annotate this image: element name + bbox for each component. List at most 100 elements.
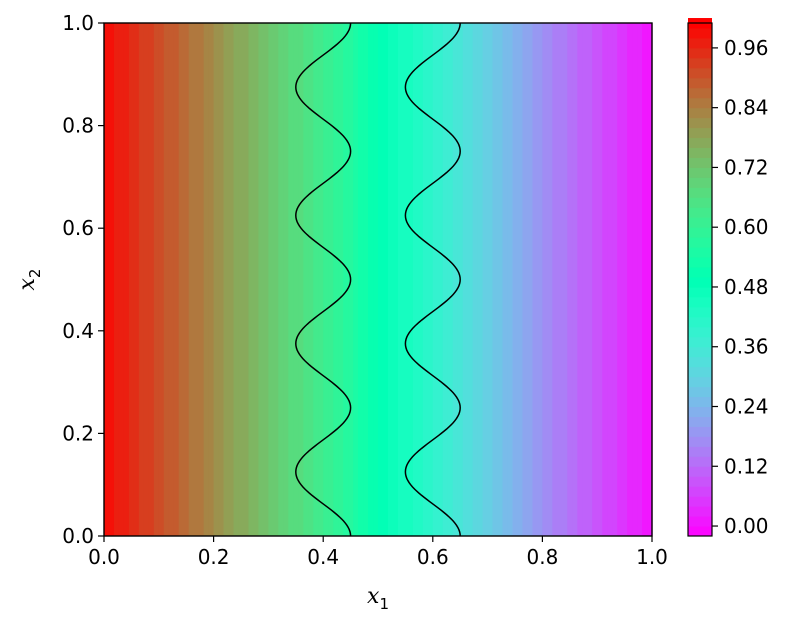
contour-band — [158, 23, 165, 536]
contour-band — [417, 23, 424, 536]
contour-band — [562, 23, 568, 536]
contour-band — [547, 23, 553, 536]
contour-band — [303, 23, 309, 536]
contour-band — [437, 23, 444, 536]
contour-band — [198, 23, 205, 536]
colorbar-tick-label: 0.84 — [724, 96, 769, 120]
contour-band — [492, 23, 499, 536]
contour-band — [442, 23, 449, 536]
x-tick-label: 0.2 — [198, 545, 230, 569]
contour-band — [472, 23, 479, 536]
contour-band — [228, 23, 235, 536]
boundary-curve-2 — [404, 22, 461, 537]
colorbar-tick-label: 0.60 — [724, 215, 769, 239]
contour-band — [537, 23, 543, 536]
colorbar-ticks: 0.00 0.12 0.24 0.36 0.48 0.60 0.72 0.84 0.96 — [712, 36, 769, 538]
contour-band — [412, 23, 419, 536]
contour-band — [467, 23, 474, 536]
contour-band — [308, 23, 314, 536]
contour-band — [567, 23, 573, 536]
contour-band — [358, 23, 364, 536]
y-tick-label: 0.8 — [62, 114, 94, 138]
colorbar-level — [688, 306, 712, 318]
contour-band — [273, 23, 279, 536]
contour-band — [163, 23, 170, 536]
contour-band — [612, 23, 618, 536]
x-axis: 0.0 0.2 0.4 0.6 0.8 1.0 — [88, 536, 668, 569]
colorbar-level — [688, 326, 712, 338]
colorbar-level — [688, 67, 712, 79]
contour-band — [397, 23, 404, 536]
contour-band — [108, 23, 115, 536]
contour-band — [218, 23, 225, 536]
y-tick-label: 0.4 — [62, 319, 94, 343]
contour-band — [253, 23, 260, 536]
contour-band — [387, 23, 394, 536]
contour-band — [258, 23, 265, 536]
colorbar-level — [688, 526, 712, 537]
colorbar-frame — [687, 22, 713, 537]
contour-band — [557, 23, 563, 536]
colorbar-level — [688, 436, 712, 447]
y-axis: 0.0 0.2 0.4 0.6 0.8 1.0 — [62, 11, 104, 548]
contour-band — [283, 23, 289, 536]
contour-band — [138, 23, 145, 536]
contour-band — [178, 23, 185, 536]
contour-band — [637, 23, 643, 536]
x-tick-label: 0.6 — [417, 545, 449, 569]
contour-band — [378, 23, 384, 536]
colorbar-level — [688, 157, 712, 168]
colorbar-level — [688, 87, 712, 99]
contour-band — [597, 23, 603, 536]
colorbar-level — [688, 486, 712, 497]
colorbar-level — [688, 257, 712, 268]
contour-band — [203, 23, 210, 536]
contour-band — [522, 23, 529, 536]
contour-band — [208, 23, 215, 536]
contour-band — [592, 23, 598, 536]
contour-band — [527, 23, 534, 536]
contour-band — [313, 23, 319, 536]
contour-band — [632, 23, 638, 536]
colorbar-level — [688, 27, 712, 39]
contour-band — [452, 23, 459, 536]
contour-band — [248, 23, 255, 536]
x-tick-label: 1.0 — [636, 545, 668, 569]
contour-band — [133, 23, 140, 536]
boundary-curves — [295, 22, 461, 537]
colorbar-level — [688, 366, 712, 378]
boundary-curve-1 — [295, 22, 352, 537]
contour-band — [323, 23, 329, 536]
colorbar-tick-label: 0.00 — [724, 514, 769, 538]
contour-band — [293, 23, 299, 536]
colorbar-level — [688, 286, 712, 298]
colorbar-level — [688, 267, 712, 278]
colorbar — [687, 18, 713, 537]
contour-band — [173, 23, 180, 536]
colorbar-level — [688, 396, 712, 408]
contour-band — [223, 23, 230, 536]
contour-band — [402, 23, 409, 536]
contour-band — [407, 23, 414, 536]
contour-band — [517, 23, 524, 536]
contour-band — [382, 23, 389, 536]
contour-band — [353, 23, 359, 536]
contour-band — [392, 23, 399, 536]
colorbar-level — [688, 117, 712, 129]
contour-band — [368, 23, 374, 536]
contour-band — [298, 23, 304, 536]
colorbar-level — [688, 506, 712, 517]
colorbar-level — [688, 456, 712, 467]
colorbar-level — [688, 77, 712, 89]
colorbar-level — [688, 516, 712, 527]
x-tick-label: 0.8 — [526, 545, 558, 569]
colorbar-level — [688, 316, 712, 328]
contour-band — [318, 23, 324, 536]
colorbar-level — [688, 147, 712, 158]
contour-band — [587, 23, 593, 536]
colorbar-level — [688, 187, 712, 198]
colorbar-level — [688, 466, 712, 477]
plot-frame — [103, 22, 653, 537]
colorbar-level — [688, 277, 712, 288]
